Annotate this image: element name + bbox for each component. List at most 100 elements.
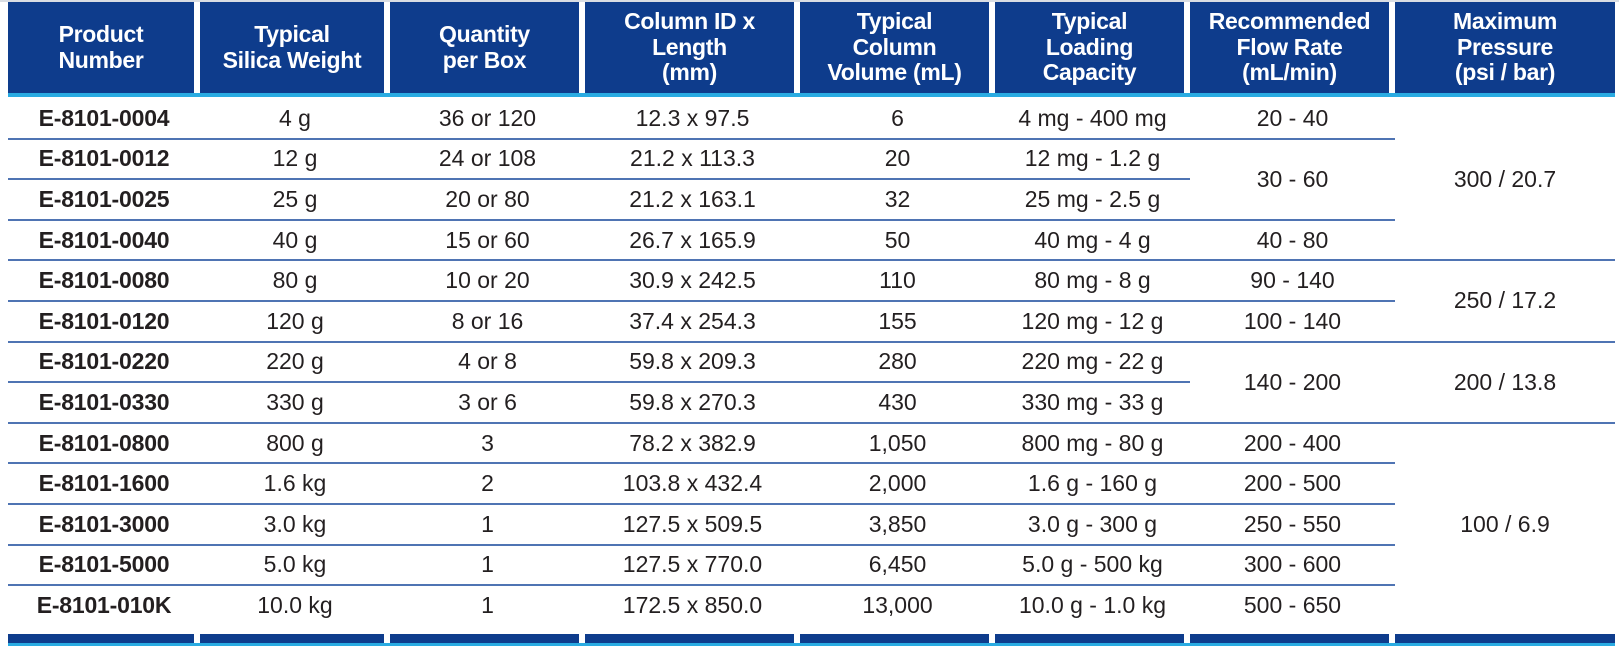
cell-column-volume: 20 xyxy=(800,138,995,181)
cell-product: E-8101-0800 xyxy=(8,422,200,465)
cell-column-volume: 13,000 xyxy=(862,591,933,618)
cell-column-volume: 1,050 xyxy=(800,422,995,465)
bottom-accent-line xyxy=(8,642,1615,646)
cell-product: E-8101-3000 xyxy=(8,503,200,546)
cell-flow-rate: 250 - 550 xyxy=(1190,503,1395,546)
column-header-label: Recommended Flow Rate (mL/min) xyxy=(1208,7,1371,86)
cell-qty-per-box: 4 or 8 xyxy=(390,341,585,384)
cell-silica-weight: 10.0 kg xyxy=(257,591,333,618)
column-header-label: Product Number xyxy=(58,20,144,73)
cell-column-volume: 430 xyxy=(800,382,995,424)
cell-flow-rate: 140 - 200 xyxy=(1190,341,1395,424)
table-row: E-8101-010K 10.0 kg 1 172.5 x 850.0 13,0… xyxy=(8,585,1615,625)
table-row: E-8101-0220 220 g 4 or 8 59.8 x 209.3 28… xyxy=(8,341,1615,424)
column-header-label: Typical Column Volume (mL) xyxy=(827,7,962,86)
cell-silica-weight: 3.0 kg xyxy=(200,503,390,546)
cell-loading-capacity: 25 mg - 2.5 g xyxy=(995,179,1190,221)
cell-column-volume: 3,850 xyxy=(800,503,995,546)
product-table-body: E-8101-0004 4 g 36 or 120 12.3 x 97.5 6 … xyxy=(8,99,1615,625)
cell-flow-rate: 100 - 140 xyxy=(1190,300,1395,343)
cell-id-length: 21.2 x 163.1 xyxy=(585,179,800,221)
top-hairline xyxy=(0,0,1619,2)
cell-loading-capacity: 5.0 g - 500 kg xyxy=(995,544,1190,587)
cell-silica-weight: 12 g xyxy=(200,138,390,181)
cell-silica-weight: 25 g xyxy=(200,179,390,221)
cell-product: E-8101-0220 xyxy=(8,341,200,384)
cell-loading-capacity: 330 mg - 33 g xyxy=(995,382,1190,424)
cell-product: E-8101-0004 xyxy=(8,99,200,140)
cell-id-length: 21.2 x 113.3 xyxy=(585,138,800,181)
cell-column-volume: 32 xyxy=(800,179,995,221)
cell-column-volume: 6 xyxy=(800,99,995,140)
cell-column-volume: 155 xyxy=(800,300,995,343)
cell-qty-per-box: 3 xyxy=(390,422,585,465)
cell-product: E-8101-0330 xyxy=(8,382,200,424)
cell-silica-weight: 330 g xyxy=(200,382,390,424)
cell-column-volume: 280 xyxy=(800,341,995,384)
column-header-silica-weight: Typical Silica Weight xyxy=(200,2,384,93)
bottom-border-segment xyxy=(390,633,579,643)
table-row: E-8101-0004 4 g 36 or 120 12.3 x 97.5 6 … xyxy=(8,99,1615,262)
bottom-border-segment xyxy=(8,633,194,643)
cell-qty-per-box: 1 xyxy=(390,503,585,546)
cell-flow-rate: 90 - 140 xyxy=(1190,260,1395,302)
cell-max-pressure: 300 / 20.7 xyxy=(1395,99,1615,262)
table-row: E-8101-0025 25 g 20 or 80 21.2 x 163.1 3… xyxy=(8,179,1615,221)
bottom-border-segment xyxy=(800,633,989,643)
cell-silica-weight: 4 g xyxy=(200,99,390,140)
cell-qty-per-box: 1 xyxy=(481,591,494,618)
table-row: E-8101-0012 12 g 24 or 108 21.2 x 113.3 … xyxy=(8,138,1615,221)
cell-id-length: 127.5 x 509.5 xyxy=(585,503,800,546)
cell-flow-rate: 200 - 400 xyxy=(1190,422,1395,465)
table-row: E-8101-1600 1.6 kg 2 103.8 x 432.4 2,000… xyxy=(8,463,1615,505)
product-table: Product Number Typical Silica Weight Qua… xyxy=(8,2,1615,646)
cell-product: E-8101-010K xyxy=(36,591,172,618)
cell-max-pressure: 250 / 17.2 xyxy=(1395,260,1615,343)
cell-loading-capacity: 10.0 g - 1.0 kg xyxy=(1018,591,1167,618)
table-header-row: Product Number Typical Silica Weight Qua… xyxy=(8,2,1615,93)
cell-flow-rate: 40 - 80 xyxy=(1190,219,1395,262)
table-row: E-8101-0800 800 g 3 78.2 x 382.9 1,050 8… xyxy=(8,422,1615,537)
table-row: E-8101-0040 40 g 15 or 60 26.7 x 165.9 5… xyxy=(8,219,1615,262)
cell-qty-per-box: 20 or 80 xyxy=(390,179,585,221)
cell-column-volume: 2,000 xyxy=(800,463,995,505)
cell-id-length: 59.8 x 270.3 xyxy=(585,382,800,424)
cell-column-volume: 50 xyxy=(800,219,995,262)
cell-product: E-8101-0040 xyxy=(8,219,200,262)
cell-qty-per-box: 36 or 120 xyxy=(390,99,585,140)
cell-id-length: 78.2 x 382.9 xyxy=(585,422,800,465)
cell-loading-capacity: 1.6 g - 160 g xyxy=(995,463,1190,505)
cell-max-pressure: 100 / 6.9 xyxy=(1460,510,1550,537)
cell-id-length: 30.9 x 242.5 xyxy=(585,260,800,302)
cell-product: E-8101-0025 xyxy=(8,179,200,221)
cell-product: E-8101-0080 xyxy=(8,260,200,302)
cell-silica-weight: 80 g xyxy=(200,260,390,302)
cell-silica-weight: 1.6 kg xyxy=(200,463,390,505)
cell-product: E-8101-0012 xyxy=(8,138,200,181)
cell-loading-capacity: 12 mg - 1.2 g xyxy=(995,138,1190,181)
cell-id-length: 12.3 x 97.5 xyxy=(585,99,800,140)
cell-product: E-8101-0120 xyxy=(8,300,200,343)
column-header-id-length: Column ID x Length (mm) xyxy=(585,2,794,93)
bottom-border-segment xyxy=(1395,633,1615,643)
table-row: E-8101-3000 3.0 kg 1 127.5 x 509.5 3,850… xyxy=(8,503,1615,546)
cell-silica-weight: 40 g xyxy=(200,219,390,262)
cell-max-pressure: 200 / 13.8 xyxy=(1395,341,1615,424)
table-row: E-8101-0330 330 g 3 or 6 59.8 x 270.3 43… xyxy=(8,382,1615,424)
bottom-border-segment xyxy=(995,633,1184,643)
column-header-max-pressure: Maximum Pressure (psi / bar) xyxy=(1395,2,1615,93)
cell-qty-per-box: 8 or 16 xyxy=(390,300,585,343)
cell-silica-weight: 800 g xyxy=(200,422,390,465)
cell-id-length: 127.5 x 770.0 xyxy=(585,544,800,587)
column-header-qty-per-box: Quantity per Box xyxy=(390,2,579,93)
cell-loading-capacity: 4 mg - 400 mg xyxy=(995,99,1190,140)
bottom-border-segment xyxy=(200,633,384,643)
cell-loading-capacity: 220 mg - 22 g xyxy=(995,341,1190,384)
cell-silica-weight: 120 g xyxy=(200,300,390,343)
cell-loading-capacity: 3.0 g - 300 g xyxy=(995,503,1190,546)
cell-silica-weight: 5.0 kg xyxy=(200,544,390,587)
column-header-label: Maximum Pressure (psi / bar) xyxy=(1453,7,1557,86)
cell-column-volume: 6,450 xyxy=(800,544,995,587)
cell-qty-per-box: 2 xyxy=(390,463,585,505)
